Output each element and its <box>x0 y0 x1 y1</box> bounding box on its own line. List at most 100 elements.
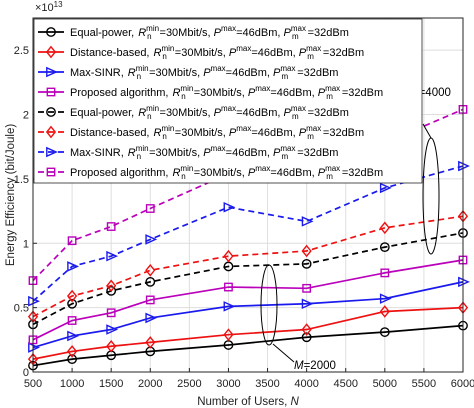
legend-text-part: =46dBm, <box>236 107 283 119</box>
legend-text-part: n <box>181 92 185 101</box>
data-point <box>106 339 117 353</box>
legend-text-part: min <box>146 104 159 113</box>
legend-text-part: P <box>299 47 307 59</box>
legend-text-part: Distance-based, <box>70 47 150 59</box>
data-point <box>106 308 116 318</box>
data-point <box>379 293 392 304</box>
x-axis-label: Number of Users, N <box>197 396 299 408</box>
legend-text-part: max <box>325 164 340 173</box>
legend-label: Proposed algorithm, Rmin n =30Mbit/s, Pmax=… <box>70 164 383 181</box>
data-point <box>301 244 312 258</box>
x-tick-label: 1500 <box>99 378 123 390</box>
data-point <box>106 279 117 293</box>
x-tick-label: 5500 <box>412 378 436 390</box>
legend-text-part: R <box>154 127 162 139</box>
legend-text-part: P <box>214 27 222 39</box>
legend-text-part: R <box>128 67 136 79</box>
legend-label: Distance-based, Rmin n =30Mbit/s, Pmax=46dB… <box>70 44 364 61</box>
annotations: M =4000 M=2000 <box>260 87 451 372</box>
legend-text-part: m <box>326 172 333 181</box>
legend-text-part: =46dBm, <box>270 87 317 99</box>
legend-marker <box>46 107 56 117</box>
data-point <box>302 283 312 293</box>
legend-label: Max-SINR, Rmin n =30Mbit/s, Pmax=46dBm, Pma… <box>70 144 338 161</box>
legend-text-part: =30Mbit/s, <box>160 27 214 39</box>
data-point <box>67 236 77 246</box>
legend-marker <box>46 167 56 177</box>
series-line <box>32 306 464 360</box>
legend-text-part: =32dBm <box>342 167 383 179</box>
legend-text-part: =46dBm, <box>226 67 273 79</box>
legend-text-part: =30Mbit/s, <box>149 147 203 159</box>
data-point <box>67 354 77 365</box>
y-tick-label: 1 <box>23 238 29 250</box>
legend-text-part: n <box>181 172 185 181</box>
data-point <box>301 332 312 343</box>
data-point <box>145 204 155 213</box>
legend-text-part: min <box>136 64 149 73</box>
legend-text-part: =32dBm <box>308 27 349 39</box>
legend-text-part: max <box>306 44 321 53</box>
x-tick-label: 1000 <box>60 378 84 390</box>
legend-entry: Equal-power, Rmin n =30Mbit/s, Pmax=46dBm, … <box>38 24 349 41</box>
data-point <box>223 328 234 341</box>
legend-text-part: =30Mbit/s, <box>194 87 248 99</box>
y-tick-label: 2.5 <box>14 45 29 57</box>
legend-text-part: =32dBm <box>297 67 338 79</box>
legend-marker <box>46 146 58 158</box>
legend-text-part: =46dBm, <box>251 47 298 59</box>
legend-text-part: P <box>203 147 211 159</box>
data-point <box>301 298 314 310</box>
legend-label: Equal-power, Rmin n =30Mbit/s, Pmax=46dBm, … <box>70 104 349 121</box>
legend-entry: Distance-based, Rmin n =30Mbit/s, Pmax=46dB… <box>38 44 364 61</box>
m4000-value: =4000 <box>419 87 451 99</box>
legend-text-part: =30Mbit/s, <box>175 47 229 59</box>
legend-text-part: max <box>280 144 295 153</box>
legend-text-part: n <box>147 32 151 41</box>
m2000-ellipse <box>260 264 278 346</box>
data-point <box>67 298 77 309</box>
legend-entry: Equal-power, Rmin n =30Mbit/s, Pmax=46dBm, … <box>38 104 349 121</box>
legend-label: Max-SINR, Rmin n =30Mbit/s, Pmax=46dBm, Pma… <box>70 64 338 81</box>
legend-text-part: m <box>307 52 314 61</box>
data-point <box>106 286 117 296</box>
legend-text-part: n <box>162 52 166 61</box>
legend-text-part: max <box>221 104 236 113</box>
legend-text-part: =46dBm, <box>251 127 298 139</box>
legend-text-part: P <box>248 167 256 179</box>
legend-text-part: =32dBm <box>342 87 383 99</box>
data-point <box>145 336 156 349</box>
legend-text-part: max <box>306 124 321 133</box>
legend-text-part: Equal-power, <box>70 27 134 39</box>
legend-label: Equal-power, Rmin n =30Mbit/s, Pmax=46dBm, … <box>70 24 349 41</box>
legend-text-part: P <box>273 147 281 159</box>
x-tick-label: 4000 <box>294 378 318 390</box>
data-point <box>106 222 116 231</box>
series-5 <box>27 209 469 323</box>
legend-text-part: m <box>292 112 299 121</box>
plot-frame <box>32 17 464 373</box>
x-tick-label: 2500 <box>177 378 201 390</box>
legend-text-part: min <box>136 144 149 153</box>
legend-text-part: max <box>291 104 306 113</box>
legend-text-part: m <box>292 32 299 41</box>
legend-text-part: n <box>162 132 166 141</box>
y-exponent-power: 13 <box>54 0 63 9</box>
y-axis-label: Energy Efficiency (bit/Joule) <box>5 124 17 266</box>
legend-text-part: max <box>211 64 226 73</box>
data-point <box>379 221 390 235</box>
legend-text-part: P <box>273 67 281 79</box>
data-point <box>379 242 390 253</box>
legend-text-part: m <box>282 72 289 81</box>
series-line <box>32 259 464 341</box>
legend-entry: Max-SINR, Rmin n =30Mbit/s, Pmax=46dBm, Pma… <box>38 64 338 81</box>
data-point <box>223 249 234 263</box>
legend-text-part: max <box>291 24 306 33</box>
legend-text-part: P <box>214 107 222 119</box>
data-point <box>106 324 119 335</box>
legend: Equal-power, Rmin n =30Mbit/s, Pmax=46dBm, … <box>33 18 423 184</box>
legend-text-part: max <box>211 144 226 153</box>
legend-text-part: =46dBm, <box>226 147 273 159</box>
legend-text-part: min <box>146 24 159 33</box>
x-tick-label: 3500 <box>255 378 279 390</box>
